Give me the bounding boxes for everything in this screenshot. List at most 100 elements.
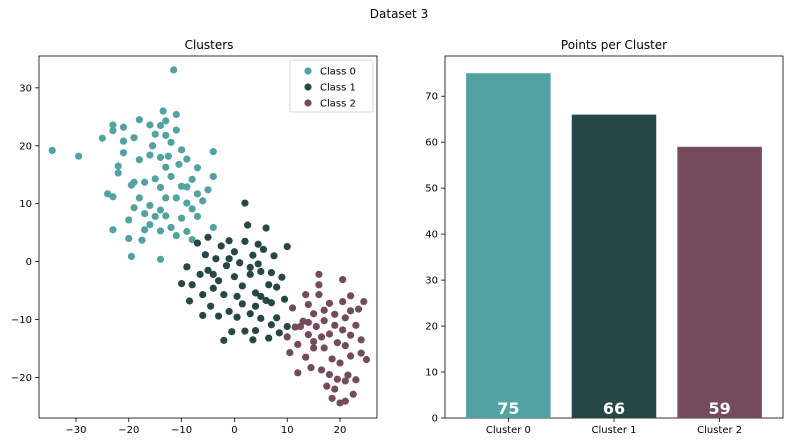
scatter-point-class-1 — [220, 336, 228, 344]
legend-label: Class 0 — [320, 67, 356, 78]
scatter-point-class-2 — [341, 397, 349, 405]
scatter-point-class-2 — [360, 297, 368, 306]
scatter-point-class-2 — [315, 291, 323, 299]
scatter-point-class-0 — [162, 131, 170, 139]
scatter-point-class-2 — [302, 353, 310, 361]
scatter-point-class-0 — [156, 255, 165, 263]
legend-marker — [304, 99, 312, 107]
scatter-point-class-1 — [214, 277, 223, 285]
scatter-point-class-1 — [257, 292, 265, 300]
scatter-y-tick-label: −10 — [11, 315, 32, 326]
scatter-point-class-0 — [125, 234, 133, 243]
scatter-point-class-0 — [170, 66, 178, 74]
bar-panel: Points per Cluster 0 10 20 30 40 50 60 70 75 66 5… — [425, 38, 784, 436]
scatter-point-class-0 — [119, 137, 128, 145]
scatter-point-class-2 — [288, 304, 297, 312]
scatter-point-class-2 — [307, 364, 315, 372]
scatter-x-tick-label: 0 — [231, 425, 237, 436]
scatter-point-class-1 — [233, 313, 241, 321]
scatter-point-class-2 — [354, 305, 363, 313]
scatter-point-class-0 — [138, 236, 146, 244]
scatter-point-class-2 — [315, 281, 323, 289]
scatter-point-class-1 — [270, 252, 278, 260]
scatter-point-class-0 — [193, 190, 202, 198]
scatter-point-class-0 — [172, 194, 180, 202]
scatter-point-class-1 — [244, 221, 252, 229]
scatter-point-class-0 — [135, 116, 143, 124]
scatter-point-class-0 — [125, 216, 133, 224]
scatter-point-class-1 — [183, 263, 191, 271]
scatter-point-class-1 — [204, 266, 212, 274]
bar-y-tick-label: 70 — [425, 92, 438, 103]
scatter-point-class-0 — [127, 181, 136, 189]
scatter-point-class-0 — [199, 197, 207, 205]
scatter-point-class-2 — [310, 337, 318, 346]
scatter-point-class-0 — [109, 193, 117, 201]
scatter-point-class-0 — [135, 194, 143, 202]
scatter-point-class-2 — [310, 344, 318, 352]
scatter-point-class-1 — [262, 224, 270, 232]
scatter-point-class-2 — [325, 299, 334, 307]
scatter-point-class-0 — [156, 153, 165, 161]
scatter-point-class-1 — [265, 334, 273, 342]
scatter-point-class-2 — [317, 333, 326, 341]
scatter-point-class-2 — [341, 342, 349, 350]
scatter-point-class-1 — [273, 283, 281, 291]
scatter-point-class-1 — [228, 328, 236, 336]
scatter-title: Clusters — [185, 38, 234, 52]
scatter-point-class-1 — [246, 270, 254, 278]
scatter-y-tick-label: 20 — [19, 141, 32, 152]
scatter-x-tick-label: −20 — [118, 425, 139, 436]
scatter-point-class-0 — [193, 212, 202, 221]
bar-y-tick-label: 30 — [425, 276, 438, 287]
legend-label: Class 1 — [320, 83, 356, 94]
scatter-point-class-1 — [185, 297, 194, 305]
bar-value-label: 59 — [708, 399, 730, 418]
scatter-point-class-1 — [209, 284, 217, 292]
bar-value-label: 66 — [603, 399, 625, 418]
scatter-point-class-2 — [310, 310, 318, 318]
scatter-point-class-1 — [251, 302, 260, 310]
scatter-point-class-1 — [230, 248, 239, 256]
scatter-point-class-0 — [172, 110, 180, 119]
scatter-point-class-2 — [352, 376, 360, 384]
scatter-point-class-1 — [241, 199, 249, 207]
scatter-plot-area — [38, 55, 378, 419]
scatter-point-class-2 — [325, 370, 334, 379]
scatter-point-class-2 — [341, 377, 349, 385]
scatter-point-class-0 — [127, 252, 136, 261]
scatter-point-class-0 — [114, 169, 122, 177]
scatter-point-class-1 — [238, 300, 246, 308]
scatter-point-class-1 — [230, 273, 239, 281]
scatter-point-class-1 — [275, 329, 283, 337]
bar-x-tick-label: Cluster 1 — [591, 425, 636, 436]
scatter-point-class-0 — [177, 182, 186, 190]
scatter-point-class-0 — [109, 226, 117, 234]
scatter-point-class-2 — [315, 270, 323, 278]
scatter-point-class-0 — [209, 147, 217, 156]
scatter-point-class-1 — [251, 326, 260, 335]
scatter-point-class-0 — [162, 163, 170, 171]
scatter-point-class-1 — [207, 302, 215, 310]
figure-suptitle: Dataset 3 — [370, 7, 428, 21]
scatter-point-class-0 — [167, 223, 175, 232]
scatter-x-tick-label: −10 — [171, 425, 192, 436]
scatter-point-class-1 — [259, 245, 268, 254]
bar-y-tick-label: 20 — [425, 322, 438, 333]
scatter-point-class-0 — [175, 160, 183, 168]
bar-y-tick-label: 60 — [425, 138, 438, 149]
scatter-legend: Class 0 Class 1 Class 2 — [289, 59, 374, 113]
scatter-point-class-0 — [135, 156, 143, 164]
scatter-point-class-1 — [204, 233, 212, 241]
scatter-point-class-1 — [249, 251, 257, 259]
scatter-point-class-2 — [346, 352, 355, 360]
scatter-point-class-1 — [267, 269, 275, 277]
scatter-point-class-1 — [177, 280, 186, 288]
scatter-point-class-0 — [172, 231, 180, 240]
scatter-point-class-1 — [254, 260, 262, 268]
scatter-point-class-1 — [257, 267, 265, 276]
scatter-point-class-0 — [188, 205, 196, 213]
scatter-point-class-1 — [267, 321, 275, 329]
scatter-point-class-0 — [177, 214, 186, 222]
scatter-point-class-2 — [331, 385, 339, 393]
